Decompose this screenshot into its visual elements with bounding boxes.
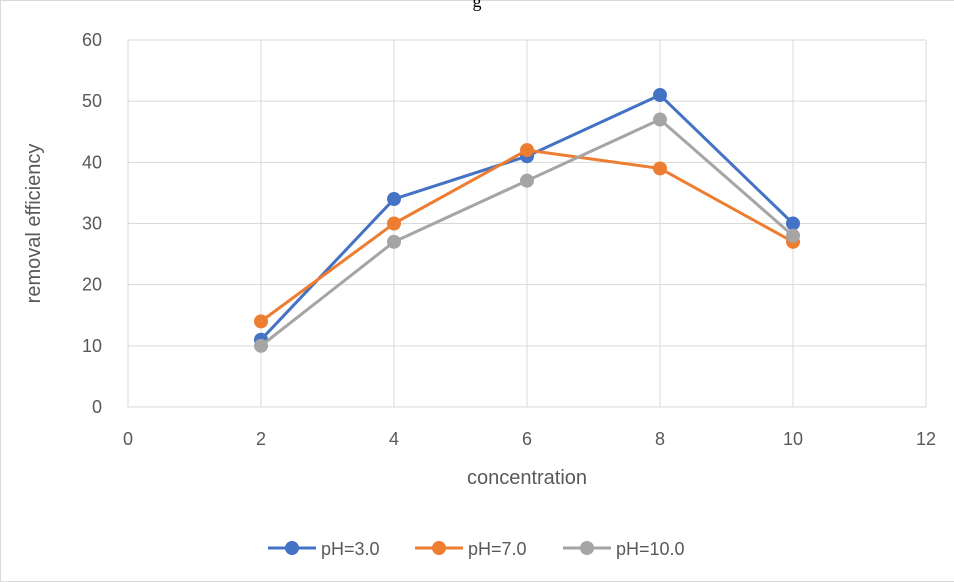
x-axis-title: concentration xyxy=(467,467,587,489)
x-tick-label: 2 xyxy=(256,429,266,449)
data-point xyxy=(520,173,534,188)
data-point xyxy=(254,338,268,353)
series-ph-10-0 xyxy=(254,112,800,353)
data-point xyxy=(387,234,401,249)
legend-item: pH=3.0 xyxy=(268,539,380,559)
data-point xyxy=(653,112,667,127)
y-tick-label: 30 xyxy=(82,214,102,234)
gridlines xyxy=(127,39,927,408)
legend-marker xyxy=(285,541,299,555)
data-point xyxy=(520,143,534,158)
series-ph-7-0 xyxy=(254,143,800,329)
x-tick-label: 10 xyxy=(783,429,803,449)
legend-marker xyxy=(432,541,446,555)
legend-item: pH=10.0 xyxy=(563,539,685,559)
y-tick-label: 10 xyxy=(82,336,102,356)
x-tick-label: 0 xyxy=(123,429,133,449)
data-point xyxy=(653,88,667,103)
y-tick-label: 0 xyxy=(92,397,102,417)
data-point xyxy=(254,314,268,329)
legend: pH=3.0 pH=7.0 pH=10.0 xyxy=(268,539,685,559)
data-point xyxy=(786,228,800,243)
series-group xyxy=(254,88,800,353)
data-point xyxy=(387,216,401,231)
data-point xyxy=(786,216,800,231)
legend-label: pH=10.0 xyxy=(616,539,685,559)
x-tick-label: 12 xyxy=(916,429,936,449)
y-axis-title: removal efficiency xyxy=(23,144,45,304)
data-point xyxy=(653,161,667,176)
y-tick-label: 50 xyxy=(82,91,102,111)
x-tick-label: 4 xyxy=(389,429,399,449)
x-tick-label: 6 xyxy=(522,429,532,449)
x-tick-label: 8 xyxy=(655,429,665,449)
legend-marker xyxy=(580,541,594,555)
y-tick-label: 20 xyxy=(82,275,102,295)
axes: 0 10 20 30 40 50 60 0 2 4 6 8 10 12 concentration remov… xyxy=(23,30,936,489)
legend-label: pH=3.0 xyxy=(321,539,380,559)
y-tick-label: 60 xyxy=(82,30,102,50)
legend-label: pH=7.0 xyxy=(468,539,527,559)
cropped-title-fragment: g xyxy=(472,0,482,11)
y-tick-label: 40 xyxy=(82,152,102,172)
data-point xyxy=(387,192,401,207)
legend-item: pH=7.0 xyxy=(415,539,527,559)
